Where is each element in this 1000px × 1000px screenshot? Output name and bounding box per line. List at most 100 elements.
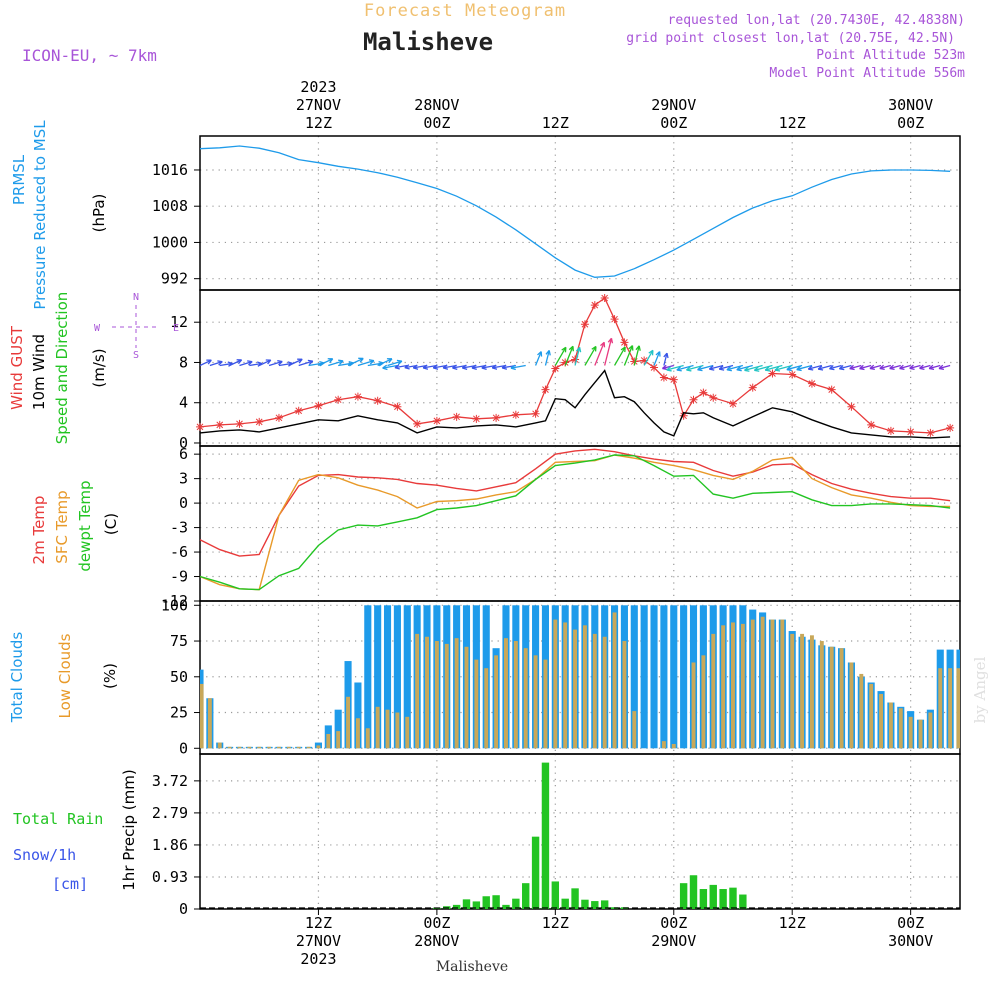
rain-bar [551,881,560,909]
wind-direction-arrow [298,360,313,367]
gust-marker [699,388,708,397]
wind-arrow-head [869,364,875,371]
wind-direction-arrow [387,360,403,367]
rain-bar [512,898,520,909]
y-tick-label: 992 [161,270,188,288]
wind-direction-arrow [258,359,272,367]
gust-marker [886,426,895,435]
low-cloud-bar [711,633,716,749]
compass-east: E [173,323,179,334]
wind-arrow-head [648,349,654,356]
wind-arrow-head [338,359,344,365]
rain-bar [679,883,688,909]
wind-direction-arrow [736,364,753,371]
top-time-label: 00Z [897,114,924,132]
wind-direction-arrow [422,364,437,369]
low-cloud-bar [829,646,834,749]
gust-marker [788,370,797,379]
panel-label-percent: (%) [101,663,119,689]
gust-marker [640,356,649,365]
wind-arrow-head [386,358,393,364]
top-time-label: 12Z [542,114,569,132]
y-tick-label: 1008 [152,197,188,215]
top-time-label: 00Z [660,114,687,132]
wind-arrow-head [491,364,498,370]
wind-direction-arrow [786,364,803,371]
wind-arrow-head [575,346,582,353]
panel-label-sfc-temp: SFC Temp [53,490,71,563]
wind-arrow-head [764,366,771,372]
wind-direction-arrow [666,364,684,371]
gust-marker [689,395,698,404]
compass-north: N [133,292,139,303]
panel-label-c: (C) [102,513,120,535]
wind-direction-arrow [909,364,921,370]
requested-coords: requested lon,lat (20.7430E, 42.4838N) [668,13,965,28]
gust-marker [650,363,659,372]
gust-marker [561,358,570,367]
low-cloud-bar [760,616,765,749]
wind-arrow-head [676,366,682,372]
y-tick-label: -6 [170,543,188,561]
wind-direction-arrow [584,346,597,366]
y-tick-label: 100 [161,596,188,614]
wind-arrow-head [568,345,574,352]
panel-frame [199,600,961,755]
wind-direction-arrow [229,359,242,367]
low-cloud-bar [563,622,568,749]
low-cloud-bar [365,728,370,749]
rain-bar [739,894,747,909]
low-cloud-bar [750,619,755,749]
panel-label-prmsl: PRMSL [10,154,28,205]
bottom-time-label: 29NOV [651,932,696,950]
low-cloud-bar [582,625,587,749]
top-time-label: 12Z [779,114,806,132]
compass-south: S [133,350,139,361]
gust-marker [294,406,303,415]
low-cloud-bar [809,635,814,749]
rain-bar [709,884,717,909]
low-cloud-bar [425,636,429,749]
rain-bar [600,900,609,909]
total-cloud-bar [680,605,688,749]
wind-arrow-head [726,365,732,372]
low-cloud-bar [346,696,351,749]
low-cloud-bar [612,612,617,749]
gust-marker [906,427,915,436]
low-cloud-bar [247,746,252,749]
low-cloud-bar [701,655,706,749]
wind-arrow-head [796,365,802,372]
bottom-time-label: 00Z [423,914,450,932]
low-cloud-bar [928,712,933,749]
panel-label-snow: Snow/1h [13,846,76,864]
wind-direction-arrow [709,364,724,370]
gust-marker [413,419,422,428]
y-tick-label: -9 [170,568,188,586]
bottom-time-label: 00Z [897,914,924,932]
wind-direction-arrow [849,364,862,370]
top-time-label: 30NOV [888,96,933,114]
low-cloud-bar [533,655,538,749]
y-tick-label: 4 [179,394,188,412]
low-cloud-bar [217,742,222,749]
low-cloud-bar [731,622,735,749]
wind-direction-arrow [839,364,852,370]
wind-arrow-head [666,366,672,372]
rain-bar [581,899,589,909]
wind-arrow-head [786,365,792,372]
wind-arrow-head [368,359,375,365]
point-altitude: Point Altitude 523m [816,48,965,63]
low-cloud-bar [859,673,864,749]
wind-arrow-head [655,351,661,357]
rain-bar [591,901,599,909]
credit-watermark: by Angel [971,656,989,723]
top-time-label: 2023 [300,78,336,96]
low-cloud-bar [326,733,331,749]
low-cloud-bar [800,633,805,749]
wind-arrow-head [635,345,641,351]
y-tick-label: 0 [179,739,188,757]
panel-label-cm: [cm] [52,875,88,893]
panel-label-2m-temp: 2m Temp [30,496,48,565]
panel-label-dewpt-temp: dewpt Temp [76,480,94,571]
low-cloud-bar [474,659,479,749]
